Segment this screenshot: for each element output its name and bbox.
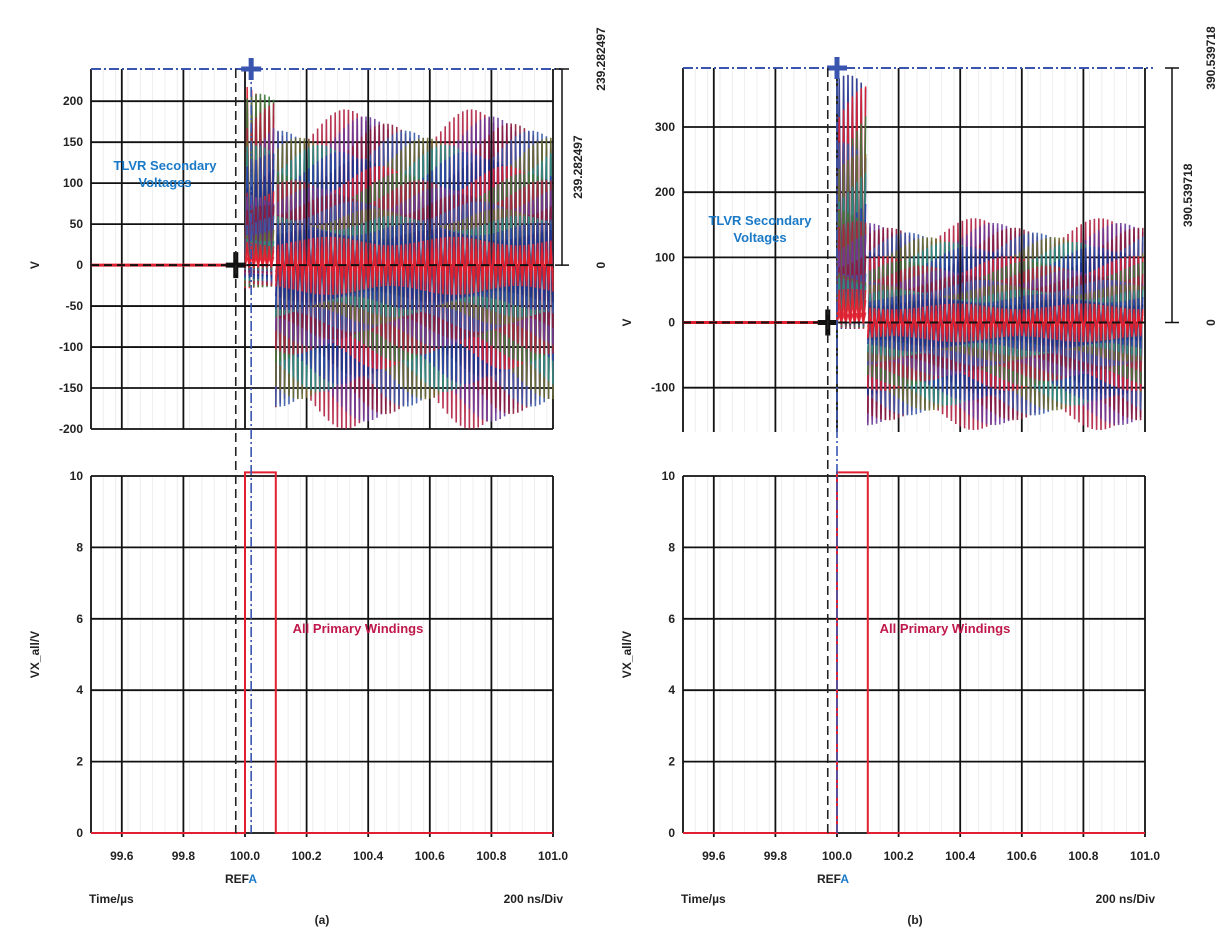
timebase-label: 200 ns/Div (1096, 892, 1156, 906)
y-tick-label: 200 (655, 185, 675, 199)
y-tick-label: -100 (59, 340, 83, 354)
y-tick-label: 6 (668, 612, 675, 626)
x-tick-label: 100.8 (476, 849, 506, 863)
x-tick-label: 100.6 (415, 849, 445, 863)
y-tick-label: 10 (662, 469, 676, 483)
x-tick-label: 100.2 (292, 849, 322, 863)
y-axis-title: VX_all/V (28, 631, 42, 678)
x-tick-label: 101.0 (1130, 849, 1160, 863)
cursor-span-bar (1165, 67, 1179, 324)
panel-caption: (b) (907, 913, 922, 927)
x-tick-label: 100.4 (945, 849, 975, 863)
trace-annotation: All Primary Windings (293, 621, 424, 636)
y-tick-label: -50 (66, 299, 84, 313)
waveform-segment (867, 218, 1144, 431)
cursor-span-readout: 239.282497 (571, 135, 585, 199)
trace-annotation: TLVR Secondary Voltages (113, 158, 217, 190)
y-axis-title: V (28, 261, 42, 269)
top-plot-a: 200 150 100 50 0 -50 -100 -150 -200 239.282497 239… (28, 27, 608, 436)
ref-text: REF (225, 872, 249, 886)
x-tick-label: 100.6 (1007, 849, 1037, 863)
x-tick-label: 100.8 (1068, 849, 1098, 863)
cursor-bottom-readout: 0 (1204, 319, 1218, 326)
y-tick-label: 100 (655, 250, 675, 264)
y-tick-label: 0 (76, 258, 83, 272)
y-tick-label: 8 (668, 540, 675, 554)
cursor-top-readout: 390.539718 (1204, 26, 1218, 90)
y-tick-label: -100 (651, 381, 675, 395)
waveform-trace (275, 215, 554, 318)
y-tick-label: 0 (668, 826, 675, 840)
y-tick-label: 10 (70, 469, 84, 483)
ref-text: REF (817, 872, 841, 886)
x-tick-label: 101.0 (538, 849, 568, 863)
annotation-line: TLVR Secondary (708, 213, 812, 228)
x-tick-label: 100.2 (884, 849, 914, 863)
bottom-plot-b: 10 8 6 4 2 0 99.6 99.8 100.0 100.2 100.4 100.6 100.8… (620, 469, 1160, 927)
waveform-segment (275, 109, 554, 430)
ref-marker: A (248, 872, 257, 886)
waveform-trace (275, 229, 554, 303)
trace-annotation: All Primary Windings (880, 621, 1011, 636)
waveform-trace (275, 250, 554, 281)
x-axis-title: Time/µs (681, 892, 726, 906)
x-tick-label: 100.4 (353, 849, 383, 863)
y-tick-label: 0 (668, 316, 675, 330)
y-tick-label: 0 (76, 826, 83, 840)
panel-caption: (a) (315, 913, 330, 927)
annotation-line: TLVR Secondary (113, 158, 217, 173)
y-axis-title: V (620, 319, 634, 327)
y-tick-label: 2 (76, 755, 83, 769)
x-tick-label: 100.0 (822, 849, 852, 863)
cursor-span-bar (555, 68, 569, 266)
ref-label: REFA (817, 872, 849, 886)
ref-label: REFA (225, 872, 257, 886)
cursor-bottom-readout: 0 (594, 261, 608, 268)
x-axis-title: Time/µs (89, 892, 134, 906)
y-tick-label: 4 (668, 683, 675, 697)
waveform-trace (275, 243, 554, 288)
waveform-trace (836, 311, 867, 326)
waveform-trace (275, 257, 554, 273)
waveform-trace (867, 315, 1144, 330)
y-tick-label: -200 (59, 422, 83, 436)
bottom-plot-a: 10 8 6 4 2 0 99.6 99.8 100.0 100.2 100.4 100.6 100.8… (28, 469, 568, 927)
primary-winding-trace (683, 471, 1145, 834)
y-tick-label: 200 (63, 94, 83, 108)
annotation-line: Voltages (138, 175, 191, 190)
y-tick-label: 6 (76, 612, 83, 626)
primary-winding-trace (91, 471, 553, 834)
y-tick-label: 8 (76, 540, 83, 554)
waveform-trace (275, 222, 554, 310)
x-tick-label: 99.6 (702, 849, 726, 863)
top-plot-b: 300 200 100 0 -100 390.539718 390.539718 0 TLVR … (620, 26, 1218, 432)
x-tick-label: 99.6 (110, 849, 134, 863)
x-tick-label: 100.0 (230, 849, 260, 863)
y-tick-label: 150 (63, 135, 83, 149)
timebase-label: 200 ns/Div (504, 892, 564, 906)
cursor-span-readout: 390.539718 (1181, 163, 1195, 227)
y-tick-label: 50 (70, 217, 84, 231)
y-tick-label: -150 (59, 381, 83, 395)
y-tick-label: 4 (76, 683, 83, 697)
waveform-trace (275, 236, 554, 295)
y-tick-label: 2 (668, 755, 675, 769)
annotation-line: Voltages (733, 230, 786, 245)
waveform-segment (836, 74, 867, 330)
y-axis-title: VX_all/V (620, 631, 634, 678)
cursor-top-readout: 239.282497 (594, 27, 608, 91)
x-tick-label: 99.8 (764, 849, 788, 863)
trace-annotation: TLVR Secondary Voltages (708, 213, 812, 245)
waveform-segment (244, 86, 275, 289)
ref-marker: A (840, 872, 849, 886)
y-tick-label: 300 (655, 120, 675, 134)
y-tick-label: 100 (63, 176, 83, 190)
x-tick-label: 99.8 (172, 849, 196, 863)
